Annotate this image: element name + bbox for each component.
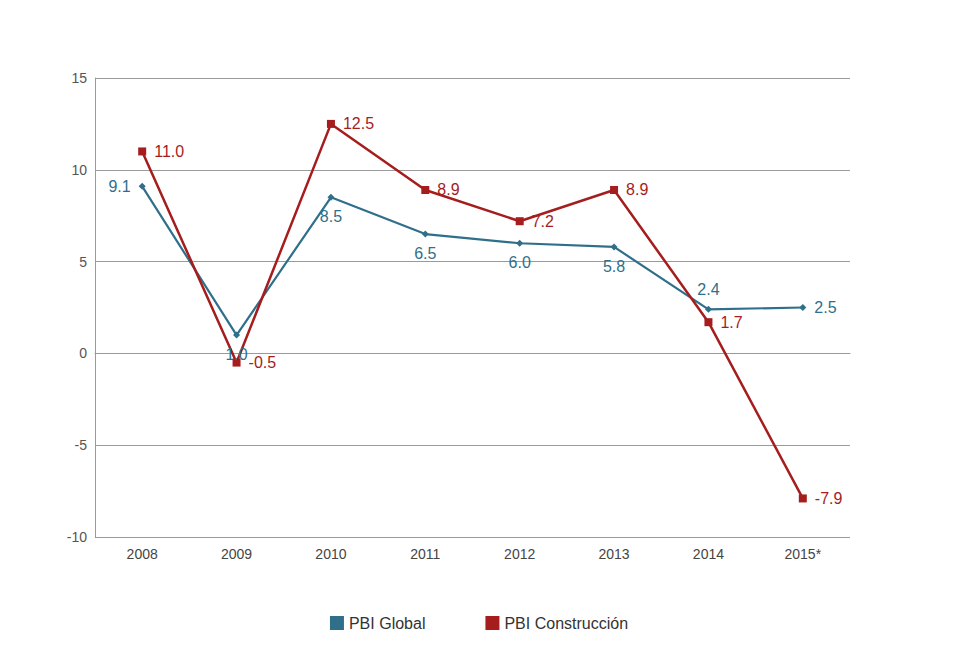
svg-text:5: 5 — [79, 254, 87, 270]
svg-text:2014: 2014 — [693, 546, 724, 562]
svg-text:1.0: 1.0 — [225, 346, 247, 363]
svg-text:-0.5: -0.5 — [249, 354, 277, 371]
svg-text:2009: 2009 — [221, 546, 252, 562]
svg-text:2011: 2011 — [410, 546, 440, 562]
svg-text:8.9: 8.9 — [437, 181, 459, 198]
svg-text:5.8: 5.8 — [603, 258, 625, 275]
svg-text:2.5: 2.5 — [814, 299, 836, 316]
svg-text:PBI Global: PBI Global — [349, 615, 425, 632]
svg-text:-7.9: -7.9 — [815, 490, 843, 507]
svg-text:8.5: 8.5 — [320, 208, 342, 225]
svg-text:-5: -5 — [75, 437, 88, 453]
svg-text:9.1: 9.1 — [108, 178, 130, 195]
svg-text:2012: 2012 — [504, 546, 535, 562]
svg-text:2010: 2010 — [315, 546, 346, 562]
svg-text:PBI Construcción: PBI Construcción — [504, 615, 628, 632]
svg-text:2015*: 2015* — [785, 546, 822, 562]
svg-text:-10: -10 — [67, 529, 87, 545]
svg-text:11.0: 11.0 — [154, 143, 184, 160]
svg-text:2.4: 2.4 — [697, 281, 719, 298]
svg-text:6.5: 6.5 — [414, 245, 436, 262]
svg-text:6.0: 6.0 — [509, 254, 531, 271]
svg-text:2013: 2013 — [598, 546, 629, 562]
svg-text:7.2: 7.2 — [532, 213, 554, 230]
svg-text:15: 15 — [71, 70, 87, 86]
svg-text:8.9: 8.9 — [626, 181, 648, 198]
svg-text:2008: 2008 — [127, 546, 158, 562]
svg-text:1.7: 1.7 — [720, 314, 742, 331]
svg-text:0: 0 — [79, 345, 87, 361]
svg-text:12.5: 12.5 — [343, 115, 374, 132]
svg-text:10: 10 — [71, 162, 87, 178]
